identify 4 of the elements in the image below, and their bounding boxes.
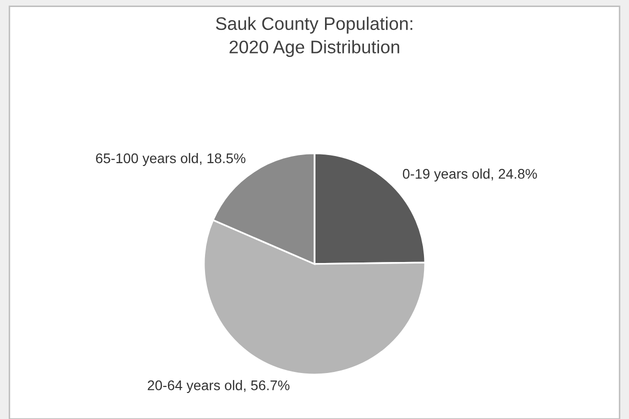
chart-title: Sauk County Population: 2020 Age Distribution [216, 16, 412, 57]
slice-label: 0-19 years old, 24.8% [402, 168, 537, 182]
slice-label: 65-100 years old, 18.5% [96, 153, 246, 166]
slice-label: 20-64 years old, 56.7% [148, 380, 290, 393]
